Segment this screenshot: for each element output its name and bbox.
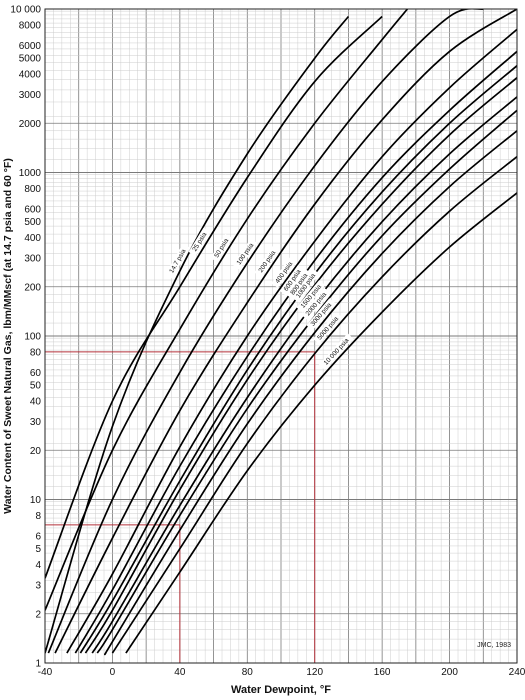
y-tick-label: 2000	[19, 119, 42, 130]
curve-label-background	[210, 233, 233, 263]
isobar-curve	[45, 9, 409, 611]
tick-labels: -40 0 40 80 120 160 200 240 1 2 3 4 5 6 8 10 20 30 40 50 60 8…	[10, 5, 525, 679]
x-tick-label: 200	[441, 667, 458, 678]
curve-label-background	[279, 264, 305, 296]
y-axis-title: Water Content of Sweet Natural Gas, lbm/…	[2, 158, 14, 514]
isobar-curve	[96, 109, 517, 654]
curve-label-background	[306, 298, 336, 331]
y-tick-label: 500	[24, 217, 41, 228]
y-tick-label: 5	[35, 544, 41, 555]
y-tick-label: 1000	[19, 168, 42, 179]
curve-label-background	[318, 333, 354, 370]
y-tick-label: 4000	[19, 70, 42, 81]
isobar-curve	[84, 77, 517, 654]
y-tick-label: 50	[30, 381, 42, 392]
isobar-curve	[45, 15, 383, 579]
y-tick-label: 60	[30, 368, 42, 379]
y-tick-label: 20	[30, 446, 42, 457]
curve-label-background	[296, 280, 326, 313]
y-tick-label: 600	[24, 204, 41, 215]
y-tick-label: 8000	[19, 20, 42, 31]
y-tick-label: 30	[30, 417, 42, 428]
x-tick-label: 240	[509, 667, 525, 678]
isobar-curve	[79, 65, 517, 654]
y-tick-label: 10 000	[10, 5, 41, 16]
y-tick-label: 200	[24, 282, 41, 293]
y-tick-label: 100	[24, 332, 41, 343]
y-tick-label: 1	[35, 659, 41, 670]
curve-label-background	[292, 268, 320, 303]
grid-layer	[44, 9, 518, 664]
x-axis-title: Water Dewpoint, °F	[231, 684, 331, 696]
x-tick-label: 40	[174, 667, 186, 678]
curve-label-background	[286, 268, 312, 300]
curve-label-background	[254, 246, 280, 278]
y-tick-label: 400	[24, 233, 41, 244]
reference-lines	[45, 351, 316, 663]
isobar-curve	[45, 15, 350, 654]
curve-label-background	[301, 287, 331, 321]
isobar-curve	[111, 155, 517, 654]
y-tick-label: 8	[35, 511, 41, 522]
y-tick-label: 40	[30, 397, 42, 408]
y-tick-label: 5000	[19, 54, 42, 65]
y-tick-label: 300	[24, 253, 41, 264]
isobar-curve	[125, 192, 517, 654]
y-tick-label: 2	[35, 609, 41, 620]
isobar-curve	[66, 28, 517, 654]
isobar-curves	[45, 9, 517, 656]
curve-label-background	[188, 227, 211, 257]
y-tick-label: 10	[30, 495, 42, 506]
plot-frame	[44, 8, 518, 664]
curve-label-background	[165, 243, 190, 279]
isobar-curve	[74, 50, 517, 654]
x-tick-label: 80	[242, 667, 254, 678]
y-tick-label: 6	[35, 531, 41, 542]
curve-label-background	[271, 257, 297, 288]
x-tick-label: -40	[38, 667, 53, 678]
x-tick-label: 120	[306, 667, 323, 678]
y-tick-label: 3	[35, 580, 41, 591]
isobar-curve	[91, 96, 517, 654]
isobar-curve	[47, 9, 484, 654]
y-tick-label: 80	[30, 347, 42, 358]
x-tick-label: 0	[110, 667, 116, 678]
curve-label-background	[232, 238, 258, 270]
y-tick-label: 3000	[19, 90, 42, 101]
y-tick-label: 6000	[19, 41, 42, 52]
y-tick-label: 800	[24, 184, 41, 195]
curve-label-background	[313, 312, 343, 345]
isobar-curve	[54, 9, 517, 654]
y-tick-label: 4	[35, 560, 41, 571]
x-tick-label: 160	[374, 667, 391, 678]
curve-label: 10 000 psia	[323, 337, 351, 367]
isobar-curve	[103, 130, 517, 656]
chart-credit: JMC, 1983	[477, 642, 511, 649]
